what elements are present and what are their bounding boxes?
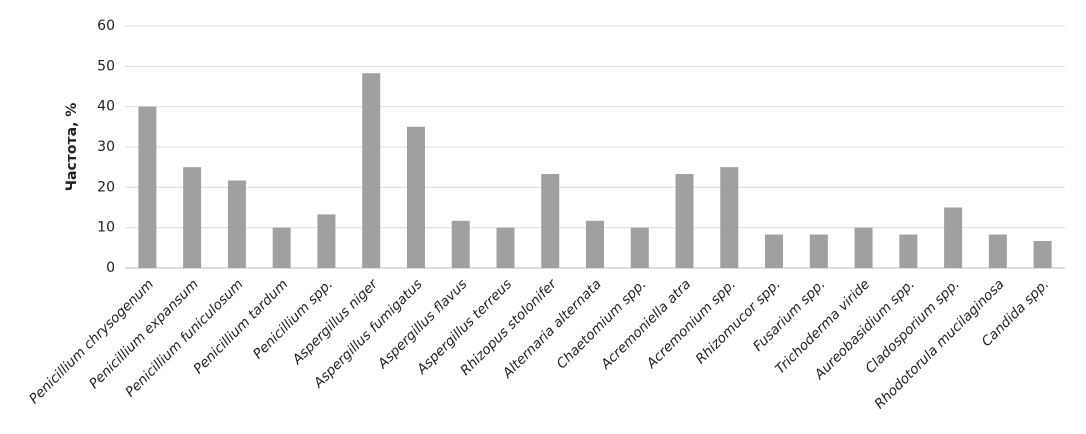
bar — [809, 234, 828, 268]
bar — [317, 214, 336, 268]
bar — [720, 167, 739, 268]
bar — [496, 227, 515, 268]
bar — [854, 227, 873, 268]
bar — [406, 126, 425, 268]
bar — [675, 174, 694, 268]
bar — [272, 227, 291, 268]
bar — [586, 220, 604, 268]
bar — [227, 180, 246, 268]
x-tick-label: Penicillium spp. — [250, 276, 336, 362]
bar — [899, 234, 918, 268]
bar — [138, 106, 157, 269]
y-tick-label: 50 — [97, 58, 115, 74]
bar — [183, 167, 202, 268]
y-tick-label: 10 — [97, 220, 115, 236]
bar — [1033, 240, 1052, 268]
y-tick-label: 40 — [97, 99, 115, 115]
bar — [944, 207, 963, 268]
y-axis-label: Частота, % — [64, 103, 80, 192]
y-tick-label: 30 — [97, 139, 115, 155]
y-tick-label: 60 — [97, 18, 115, 34]
y-tick-label: 20 — [97, 179, 115, 195]
x-tick-label: Rhizomucor spp. — [693, 276, 784, 367]
bar — [765, 234, 784, 268]
bar — [988, 234, 1007, 268]
bar — [630, 227, 649, 268]
y-tick-label: 0 — [106, 260, 115, 276]
bar — [541, 174, 560, 268]
bar — [362, 73, 381, 268]
bar — [451, 220, 470, 268]
